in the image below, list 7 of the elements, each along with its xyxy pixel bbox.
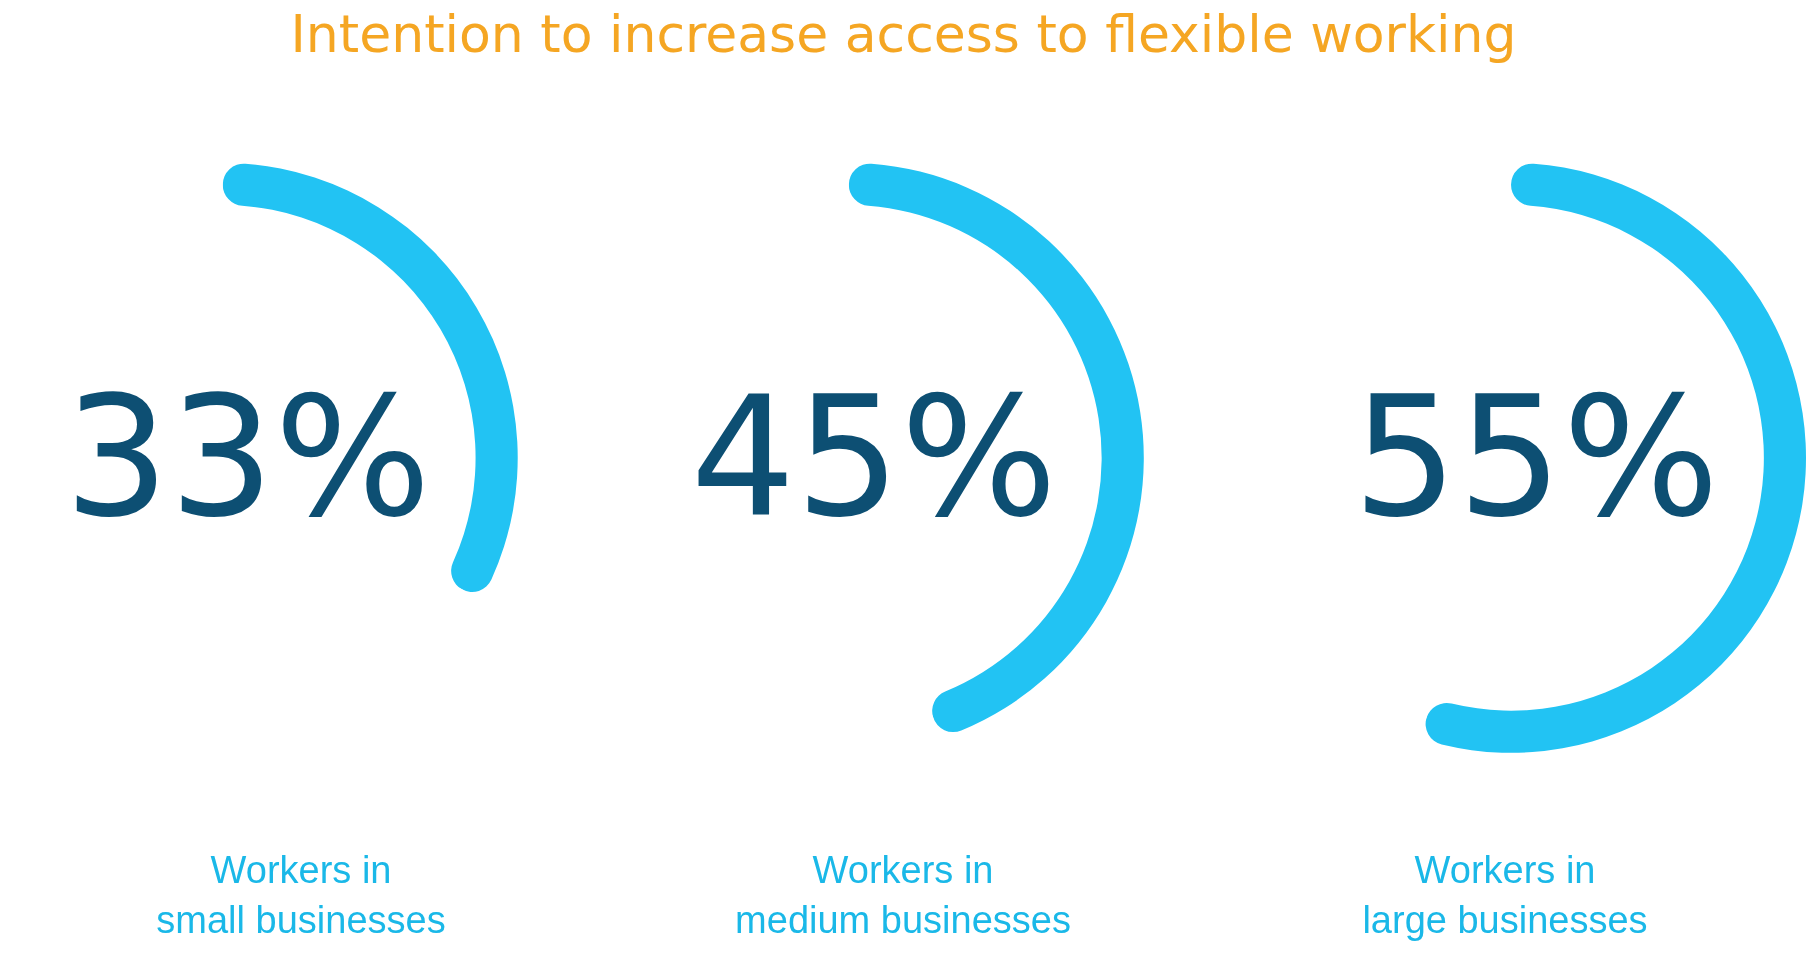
data-label: 33% [64, 361, 432, 554]
data-label: 55% [1352, 361, 1720, 554]
text: Workers in large businesses [1362, 849, 1648, 941]
text: Intention to increase access to flexible working [289, 4, 1518, 64]
text: Workers in medium businesses [735, 849, 1071, 941]
data-label: 45% [690, 361, 1058, 554]
text: Workers in small businesses [156, 849, 446, 941]
